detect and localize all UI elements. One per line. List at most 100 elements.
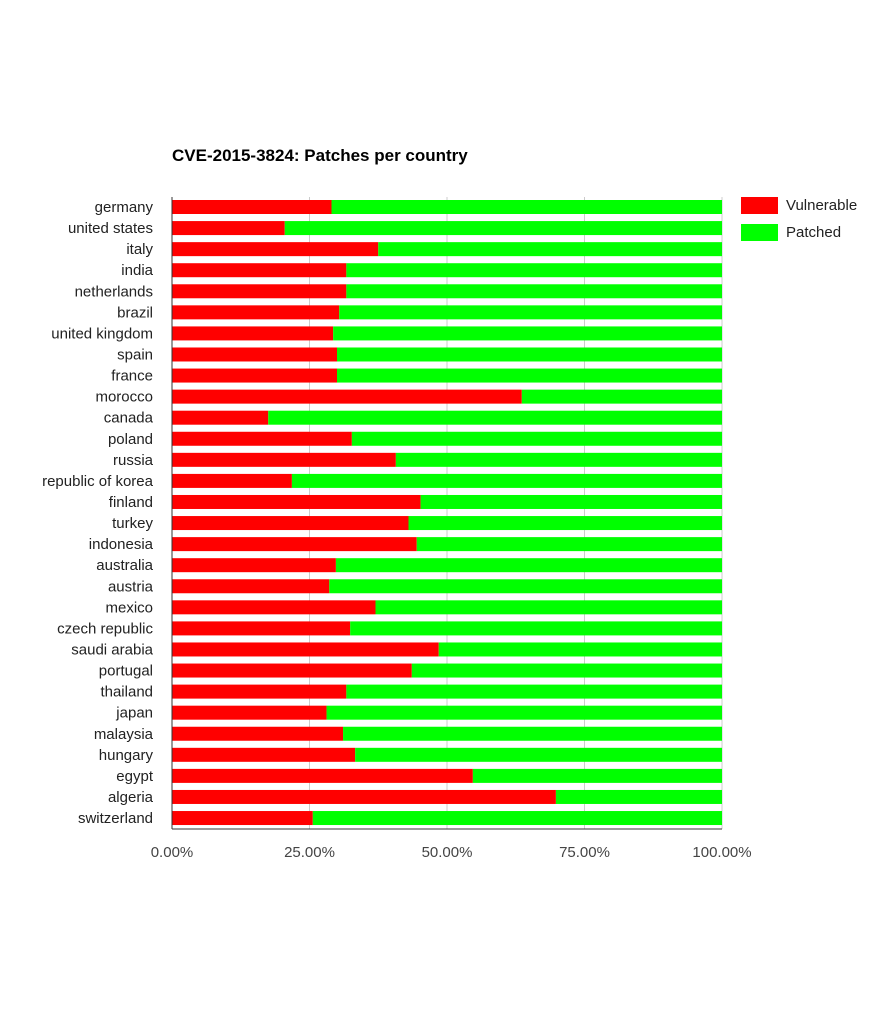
category-label: morocco [95, 389, 153, 406]
bar-patched[interactable] [521, 389, 722, 404]
x-tick-label: 75.00% [559, 844, 610, 861]
bar-vulnerable[interactable] [172, 726, 344, 741]
bar-vulnerable[interactable] [172, 621, 351, 636]
category-label: finland [109, 494, 153, 511]
bar-vulnerable[interactable] [172, 789, 556, 804]
category-label: india [121, 262, 153, 279]
category-label: netherlands [75, 283, 153, 300]
bar-patched[interactable] [420, 494, 722, 509]
bar-vulnerable[interactable] [172, 705, 327, 720]
category-label: republic of korea [42, 473, 154, 490]
bar-vulnerable[interactable] [172, 768, 473, 783]
category-label: russia [113, 452, 154, 469]
bar-patched[interactable] [346, 284, 722, 299]
category-label: thailand [100, 684, 153, 701]
bar-patched[interactable] [312, 811, 722, 826]
category-label: austria [108, 578, 154, 595]
bar-vulnerable[interactable] [172, 537, 417, 552]
category-label: germany [95, 199, 154, 216]
bar-patched[interactable] [375, 600, 723, 615]
x-tick-label: 25.00% [284, 844, 335, 861]
bar-patched[interactable] [378, 242, 722, 257]
bar-patched[interactable] [291, 473, 722, 488]
legend-swatch-vulnerable [741, 197, 778, 214]
legend[interactable]: Vulnerable Patched [741, 197, 857, 241]
bar-vulnerable[interactable] [172, 200, 332, 214]
legend-label-vulnerable[interactable]: Vulnerable [786, 197, 857, 214]
legend-swatch-patched [741, 224, 778, 241]
bar-patched[interactable] [555, 789, 722, 804]
gridlines [309, 197, 723, 829]
bar-vulnerable[interactable] [172, 811, 313, 826]
category-label: mexico [105, 599, 153, 616]
x-tick-label: 0.00% [151, 844, 194, 861]
bar-patched[interactable] [411, 663, 722, 678]
bar-patched[interactable] [333, 326, 722, 341]
category-label: portugal [99, 663, 153, 680]
bar-patched[interactable] [472, 768, 722, 783]
bar-vulnerable[interactable] [172, 642, 439, 657]
bar-patched[interactable] [355, 747, 722, 762]
x-tick-labels: 0.00% 25.00% 50.00% 75.00% 100.00% [151, 844, 752, 861]
axes [171, 197, 722, 830]
category-label: united states [68, 220, 153, 237]
bar-vulnerable[interactable] [172, 284, 347, 299]
bar-patched[interactable] [438, 642, 722, 657]
bar-vulnerable[interactable] [172, 452, 396, 467]
chart-title: CVE-2015-3824: Patches per country [172, 146, 468, 165]
bar-patched[interactable] [346, 684, 722, 699]
bar-patched[interactable] [350, 621, 722, 636]
bar-vulnerable[interactable] [172, 242, 379, 257]
bar-vulnerable[interactable] [172, 410, 269, 425]
bar-patched[interactable] [331, 200, 723, 214]
bar-patched[interactable] [337, 347, 722, 362]
legend-label-patched[interactable]: Patched [786, 224, 841, 241]
bar-vulnerable[interactable] [172, 368, 337, 383]
bar-vulnerable[interactable] [172, 663, 412, 678]
bar-vulnerable[interactable] [172, 579, 330, 594]
category-label: italy [126, 241, 153, 258]
category-label: united kingdom [51, 325, 153, 342]
bar-vulnerable[interactable] [172, 305, 340, 320]
category-label: egypt [116, 768, 154, 785]
category-label: australia [96, 557, 153, 574]
bar-patched[interactable] [346, 263, 722, 278]
bar-vulnerable[interactable] [172, 347, 337, 362]
bar-vulnerable[interactable] [172, 747, 356, 762]
category-label: indonesia [89, 536, 154, 553]
bar-patched[interactable] [335, 558, 722, 573]
bars [172, 200, 723, 826]
bar-vulnerable[interactable] [172, 221, 285, 236]
category-label: switzerland [78, 810, 153, 827]
bar-patched[interactable] [284, 221, 722, 236]
bar-patched[interactable] [329, 579, 722, 594]
bar-vulnerable[interactable] [172, 494, 421, 509]
category-label: malaysia [94, 726, 154, 743]
bar-vulnerable[interactable] [172, 389, 522, 404]
category-label: canada [104, 410, 154, 427]
category-label: turkey [112, 515, 153, 532]
bar-vulnerable[interactable] [172, 263, 347, 278]
x-tick-label: 100.00% [692, 844, 751, 861]
category-label: czech republic [57, 620, 153, 637]
bar-vulnerable[interactable] [172, 684, 347, 699]
category-label: hungary [99, 747, 154, 764]
bar-patched[interactable] [268, 410, 722, 425]
bar-patched[interactable] [326, 705, 722, 720]
bar-vulnerable[interactable] [172, 558, 336, 573]
bar-patched[interactable] [351, 431, 722, 446]
bar-vulnerable[interactable] [172, 516, 409, 531]
bar-patched[interactable] [408, 516, 723, 531]
bar-patched[interactable] [416, 537, 722, 552]
bar-vulnerable[interactable] [172, 431, 352, 446]
bar-patched[interactable] [339, 305, 722, 320]
bar-patched[interactable] [343, 726, 722, 741]
bar-vulnerable[interactable] [172, 473, 292, 488]
bar-vulnerable[interactable] [172, 600, 376, 615]
category-label: poland [108, 431, 153, 448]
bar-vulnerable[interactable] [172, 326, 334, 341]
bar-patched[interactable] [395, 452, 722, 467]
category-label: japan [115, 705, 153, 722]
bar-patched[interactable] [337, 368, 722, 383]
